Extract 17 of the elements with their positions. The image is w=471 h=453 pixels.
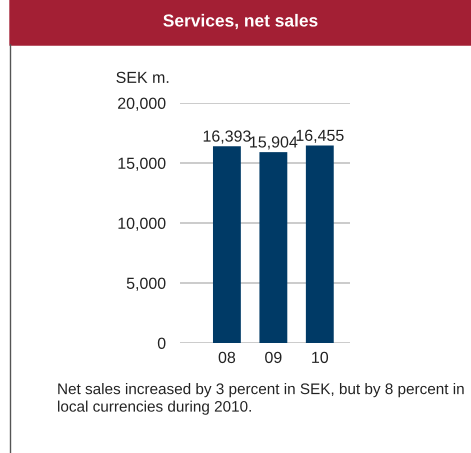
y-axis-title: SEK m.	[116, 72, 168, 84]
chart-title: Services, net sales	[163, 14, 318, 30]
y-tick-label: 0	[158, 338, 166, 349]
bar	[259, 152, 288, 343]
data-label: 15,904	[250, 136, 298, 150]
bar	[212, 146, 241, 343]
bar	[306, 146, 334, 343]
y-tick-label: 20,000	[118, 98, 166, 111]
x-tick-label: 10	[312, 352, 328, 364]
y-tick-label: 10,000	[118, 218, 166, 231]
y-tick-label: 5,000	[126, 278, 166, 291]
text: Net sales increased by 3 percent in SEK, but by 8 percent in local currencies during 2010.	[58, 383, 464, 415]
y-tick-label: 15,000	[118, 158, 166, 171]
data-label: 16,393	[204, 130, 251, 144]
data-label: 16,455	[296, 130, 344, 143]
x-tick-label: 08	[218, 352, 236, 364]
x-tick-label: 09	[265, 352, 282, 364]
